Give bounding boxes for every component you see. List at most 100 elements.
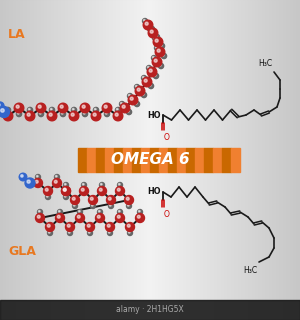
Bar — [285, 0, 286, 320]
Bar — [16, 0, 17, 320]
Bar — [135, 0, 136, 320]
Bar — [182, 0, 183, 320]
Circle shape — [0, 107, 10, 117]
Bar — [6, 0, 7, 320]
Circle shape — [3, 111, 13, 121]
Bar — [38, 0, 39, 320]
Bar — [287, 0, 288, 320]
Bar — [253, 0, 254, 320]
Circle shape — [128, 94, 130, 96]
Bar — [146, 0, 147, 320]
Bar — [141, 0, 142, 320]
Bar — [15, 0, 16, 320]
Circle shape — [82, 182, 86, 188]
Bar — [78, 148, 222, 172]
Circle shape — [139, 211, 140, 212]
Circle shape — [113, 111, 123, 121]
Circle shape — [148, 28, 150, 29]
Bar — [117, 0, 118, 320]
Bar — [214, 0, 215, 320]
Bar — [252, 0, 253, 320]
Circle shape — [155, 36, 157, 37]
Bar — [207, 0, 208, 320]
Bar — [98, 0, 99, 320]
Bar — [223, 0, 224, 320]
Bar — [225, 0, 226, 320]
Bar — [96, 0, 97, 320]
Bar — [179, 0, 180, 320]
Circle shape — [61, 187, 70, 196]
Bar — [42, 0, 43, 320]
Bar — [100, 0, 101, 320]
Circle shape — [34, 179, 43, 188]
Bar — [176, 0, 177, 320]
Bar — [93, 0, 94, 320]
Bar — [142, 0, 143, 320]
Bar — [198, 0, 199, 320]
Circle shape — [82, 105, 85, 108]
Bar — [286, 0, 287, 320]
Circle shape — [108, 197, 111, 200]
Bar — [171, 0, 172, 320]
Circle shape — [148, 27, 152, 31]
Circle shape — [44, 187, 52, 196]
Text: O: O — [164, 133, 170, 142]
Circle shape — [142, 19, 148, 23]
Bar — [266, 0, 267, 320]
Circle shape — [109, 204, 113, 209]
Bar — [112, 0, 113, 320]
Circle shape — [142, 77, 152, 87]
Circle shape — [146, 66, 152, 70]
Bar — [1, 0, 2, 320]
Bar — [299, 0, 300, 320]
Bar — [73, 0, 74, 320]
Circle shape — [137, 215, 140, 218]
Bar — [158, 0, 159, 320]
Bar — [264, 0, 265, 320]
Bar — [245, 0, 246, 320]
Circle shape — [82, 183, 84, 185]
Bar — [167, 0, 168, 320]
Circle shape — [49, 231, 50, 233]
Bar — [102, 0, 103, 320]
Bar — [236, 0, 237, 320]
Text: H₃C: H₃C — [243, 266, 257, 275]
Bar — [56, 0, 57, 320]
Bar — [200, 0, 201, 320]
Circle shape — [5, 108, 10, 113]
Bar — [41, 0, 42, 320]
Bar — [262, 0, 263, 320]
Circle shape — [77, 210, 83, 214]
Bar — [261, 0, 262, 320]
Bar — [282, 0, 283, 320]
Circle shape — [118, 183, 120, 185]
Bar — [265, 0, 266, 320]
Bar — [129, 0, 130, 320]
Bar — [272, 0, 273, 320]
Bar — [131, 0, 132, 320]
Bar — [123, 0, 124, 320]
Bar — [209, 0, 210, 320]
Circle shape — [55, 174, 59, 180]
Bar — [69, 0, 70, 320]
Bar — [227, 0, 228, 320]
Circle shape — [134, 84, 140, 90]
Circle shape — [106, 222, 115, 231]
Bar — [240, 0, 241, 320]
Circle shape — [64, 195, 68, 199]
Bar — [26, 0, 27, 320]
Bar — [221, 0, 222, 320]
Circle shape — [19, 173, 27, 181]
Bar — [224, 0, 225, 320]
Circle shape — [127, 204, 131, 209]
Bar — [203, 0, 204, 320]
Circle shape — [152, 57, 162, 67]
Circle shape — [142, 76, 144, 78]
Circle shape — [128, 110, 129, 112]
Circle shape — [98, 211, 100, 212]
Bar — [84, 0, 85, 320]
Circle shape — [21, 175, 23, 177]
Bar — [263, 0, 264, 320]
Circle shape — [60, 105, 63, 108]
Circle shape — [128, 230, 133, 236]
